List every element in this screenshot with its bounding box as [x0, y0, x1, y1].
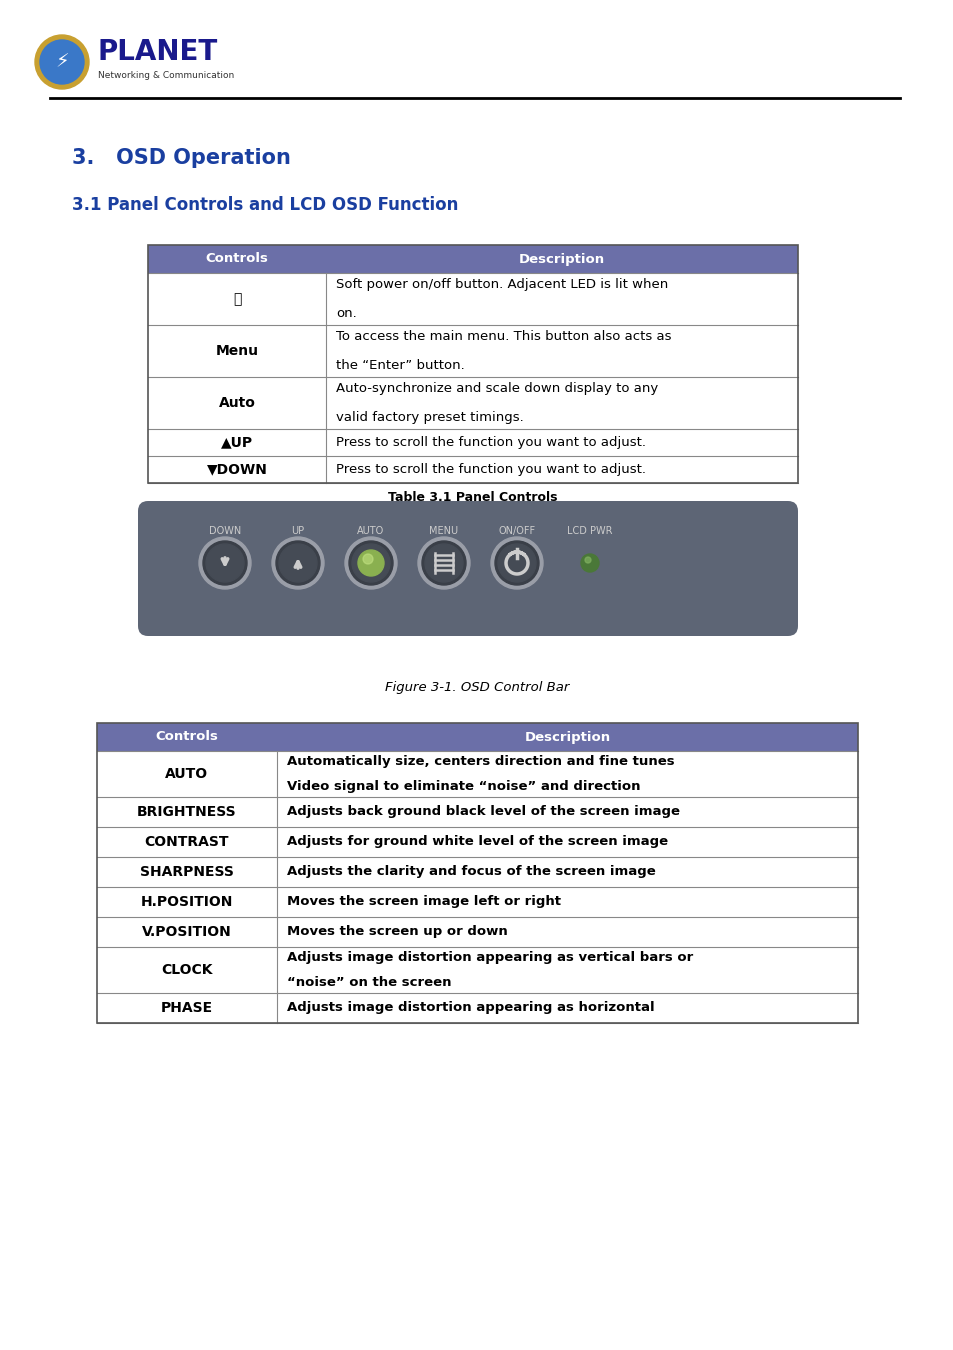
Text: LCD PWR: LCD PWR [567, 526, 612, 536]
Text: AUTO: AUTO [165, 767, 209, 782]
Text: Description: Description [518, 252, 604, 266]
Text: UP: UP [291, 526, 304, 536]
Text: Automatically size, centers direction and fine tunes: Automatically size, centers direction an… [287, 755, 674, 768]
FancyBboxPatch shape [97, 751, 857, 796]
Circle shape [199, 537, 251, 589]
Text: the “Enter” button.: the “Enter” button. [335, 359, 464, 371]
Circle shape [275, 541, 319, 585]
Text: MENU: MENU [429, 526, 458, 536]
Text: Moves the screen image left or right: Moves the screen image left or right [287, 895, 560, 909]
Text: CONTRAST: CONTRAST [145, 836, 229, 849]
Circle shape [40, 40, 84, 84]
FancyBboxPatch shape [97, 724, 857, 751]
Text: ▼DOWN: ▼DOWN [207, 463, 267, 477]
FancyBboxPatch shape [97, 887, 857, 917]
Text: DOWN: DOWN [209, 526, 241, 536]
Text: BRIGHTNESS: BRIGHTNESS [137, 805, 236, 819]
FancyBboxPatch shape [148, 456, 797, 483]
Text: Auto: Auto [218, 396, 255, 410]
Text: Press to scroll the function you want to adjust.: Press to scroll the function you want to… [335, 436, 645, 450]
FancyBboxPatch shape [148, 244, 797, 273]
Text: V.POSITION: V.POSITION [142, 925, 232, 940]
Text: Table 3.1 Panel Controls: Table 3.1 Panel Controls [388, 491, 558, 504]
FancyBboxPatch shape [148, 273, 797, 325]
Text: Adjusts image distortion appearing as horizontal: Adjusts image distortion appearing as ho… [287, 1002, 654, 1014]
Text: Adjusts image distortion appearing as vertical bars or: Adjusts image distortion appearing as ve… [287, 952, 693, 964]
FancyBboxPatch shape [97, 796, 857, 828]
Circle shape [580, 554, 598, 572]
Circle shape [363, 554, 373, 564]
Circle shape [349, 541, 393, 585]
Text: on.: on. [335, 306, 356, 320]
FancyBboxPatch shape [148, 377, 797, 429]
Circle shape [497, 544, 536, 582]
Text: SHARPNESS: SHARPNESS [140, 865, 233, 879]
FancyBboxPatch shape [138, 501, 797, 636]
Circle shape [272, 537, 324, 589]
FancyBboxPatch shape [97, 917, 857, 946]
Circle shape [584, 558, 590, 563]
Circle shape [35, 35, 89, 89]
Text: Press to scroll the function you want to adjust.: Press to scroll the function you want to… [335, 463, 645, 477]
Circle shape [357, 549, 384, 576]
Circle shape [203, 541, 247, 585]
Text: Soft power on/off button. Adjacent LED is lit when: Soft power on/off button. Adjacent LED i… [335, 278, 667, 292]
FancyBboxPatch shape [97, 857, 857, 887]
Text: Adjusts the clarity and focus of the screen image: Adjusts the clarity and focus of the scr… [287, 865, 655, 879]
Text: Adjusts for ground white level of the screen image: Adjusts for ground white level of the sc… [287, 836, 667, 849]
Text: Auto-synchronize and scale down display to any: Auto-synchronize and scale down display … [335, 382, 658, 396]
Circle shape [424, 544, 462, 582]
Text: Networking & Communication: Networking & Communication [98, 70, 234, 80]
Text: Video signal to eliminate “noise” and direction: Video signal to eliminate “noise” and di… [287, 780, 639, 792]
Circle shape [495, 541, 538, 585]
Text: ON/OFF: ON/OFF [497, 526, 535, 536]
Text: To access the main menu. This button also acts as: To access the main menu. This button als… [335, 331, 671, 343]
Text: Controls: Controls [205, 252, 268, 266]
Circle shape [491, 537, 542, 589]
Text: ⏻: ⏻ [233, 292, 241, 306]
FancyBboxPatch shape [97, 946, 857, 994]
Text: Adjusts back ground black level of the screen image: Adjusts back ground black level of the s… [287, 806, 679, 818]
FancyBboxPatch shape [97, 994, 857, 1023]
FancyBboxPatch shape [148, 325, 797, 377]
Text: 3.   OSD Operation: 3. OSD Operation [71, 148, 291, 167]
Text: 3.1 Panel Controls and LCD OSD Function: 3.1 Panel Controls and LCD OSD Function [71, 196, 457, 215]
Text: AUTO: AUTO [357, 526, 384, 536]
Text: ▲UP: ▲UP [221, 436, 253, 450]
Text: Menu: Menu [215, 344, 258, 358]
Text: valid factory preset timings.: valid factory preset timings. [335, 410, 523, 424]
Circle shape [417, 537, 470, 589]
Text: ⚡: ⚡ [55, 53, 69, 72]
Text: “noise” on the screen: “noise” on the screen [287, 976, 451, 990]
Circle shape [421, 541, 465, 585]
FancyBboxPatch shape [97, 828, 857, 857]
Circle shape [345, 537, 396, 589]
Text: Figure 3-1. OSD Control Bar: Figure 3-1. OSD Control Bar [384, 680, 569, 694]
Text: PLANET: PLANET [98, 38, 218, 66]
FancyBboxPatch shape [148, 429, 797, 456]
Text: PHASE: PHASE [161, 1000, 213, 1015]
Text: Controls: Controls [155, 730, 218, 744]
Text: Moves the screen up or down: Moves the screen up or down [287, 926, 507, 938]
Text: Description: Description [524, 730, 610, 744]
Circle shape [206, 544, 244, 582]
Text: CLOCK: CLOCK [161, 963, 213, 977]
Text: H.POSITION: H.POSITION [141, 895, 233, 909]
Circle shape [352, 544, 390, 582]
Circle shape [278, 544, 316, 582]
